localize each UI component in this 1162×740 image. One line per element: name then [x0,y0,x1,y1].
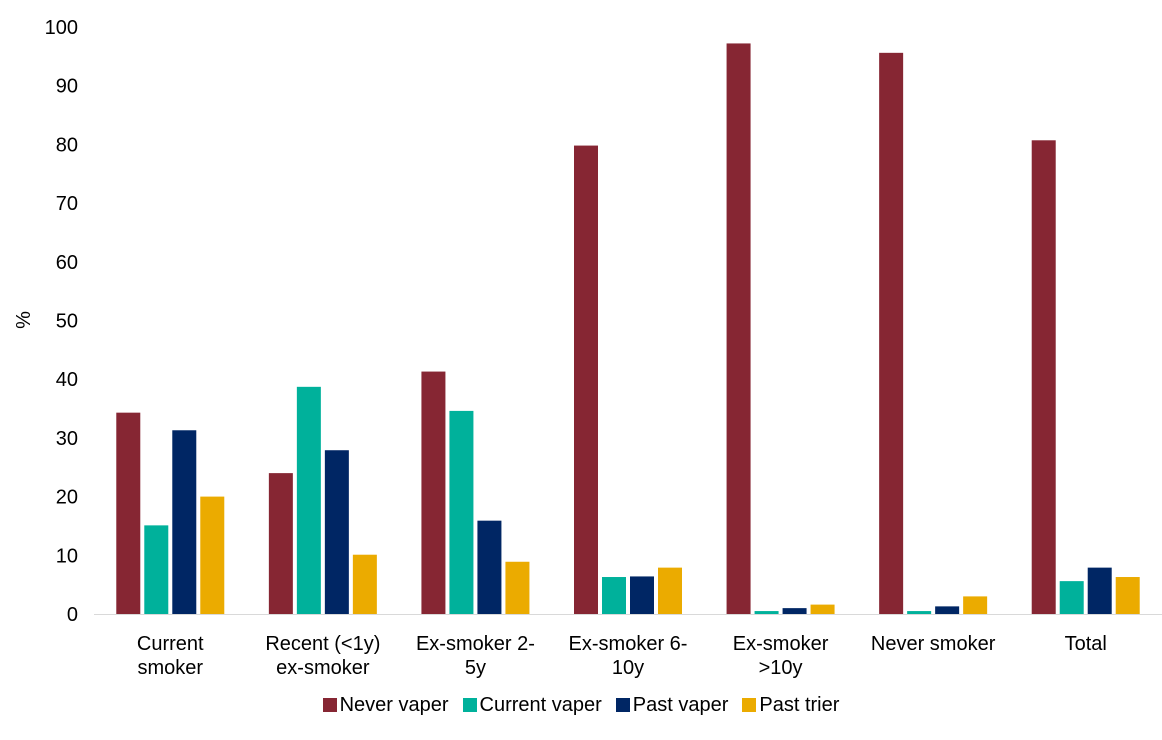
y-tick-label: 0 [67,604,78,626]
bar [1087,567,1112,614]
bar [630,576,654,614]
y-tick-label: 40 [56,369,78,391]
legend-item: Past trier [742,694,839,717]
bar [963,596,988,614]
x-category-label: Current [137,633,204,655]
bar [754,611,779,614]
y-tick-label: 90 [56,76,78,98]
bar [505,561,530,614]
bar [658,567,682,614]
bar [296,386,321,614]
legend-label: Current vaper [479,693,602,716]
y-tick-label: 50 [56,311,78,333]
bar [200,496,225,614]
y-tick-label: 20 [56,487,78,509]
x-category-label: Recent (<1y) [265,633,380,655]
bar [1059,581,1084,614]
x-category-label: Ex-smoker [733,633,829,655]
bar [1031,140,1056,614]
bar [324,450,349,614]
bar [1115,577,1140,614]
x-category-label: >10y [759,657,803,679]
y-tick-label: 70 [56,193,78,215]
bar [352,554,377,614]
bar [172,430,197,614]
bar [449,410,474,614]
x-category-label: 10y [612,657,644,679]
bar [879,52,904,614]
y-axis-title: % [13,311,35,329]
legend: Never vaper Current vaper Past vaper Past t… [0,690,1162,720]
x-category-label: 5y [465,657,486,679]
legend-label: Past trier [759,693,840,716]
y-tick-label: 100 [45,17,78,39]
legend-label: Never vaper [339,693,449,716]
x-category-label: smoker [137,657,203,679]
legend-swatch [615,698,630,712]
bar [144,525,169,614]
y-tick-label: 60 [56,252,78,274]
x-category-label: Never smoker [871,633,996,655]
legend-item: Past vaper [615,693,729,717]
bars [116,43,1140,615]
bar [726,43,751,615]
bar [477,520,502,614]
y-tick-label: 80 [56,134,78,156]
x-category-label: Ex-smoker 2- [416,633,535,655]
bar [782,608,807,614]
bar [116,412,141,614]
legend-item: Current vaper [462,693,602,717]
bar [421,371,446,614]
x-category-label: Ex-smoker 6- [569,633,688,655]
x-category-label: Total [1065,633,1107,655]
legend-swatch [742,698,757,712]
legend-label: Past vaper [632,693,729,716]
legend-swatch [322,698,337,712]
legend-item: Never vaper [322,693,449,717]
legend-swatch [462,698,477,712]
x-category-label: ex-smoker [276,657,370,679]
bar [810,604,835,614]
y-axis-ticks: 0 10 20 30 40 50 60 70 80 90 100 [45,17,78,626]
y-tick-label: 30 [56,428,78,450]
bar [935,606,960,614]
bar [602,577,626,614]
bar [574,145,598,614]
bar [268,473,293,614]
y-tick-label: 10 [56,545,78,567]
bar [907,611,932,614]
